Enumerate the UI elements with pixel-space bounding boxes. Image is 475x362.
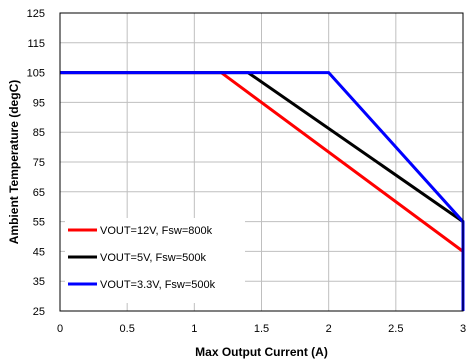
y-tick-labels: 25 35 45 55 65 75 85 95 105 115 125 — [27, 8, 45, 318]
x-tick-label: 0.5 — [120, 323, 135, 335]
y-tick-label: 95 — [33, 97, 45, 109]
x-tick-label: 3 — [460, 323, 466, 335]
legend: VOUT=12V, Fsw=800k VOUT=5V, Fsw=500k VOUT=… — [65, 218, 245, 303]
x-tick-label: 2 — [326, 323, 332, 335]
y-tick-label: 75 — [33, 157, 45, 169]
y-tick-label: 105 — [27, 68, 45, 80]
y-tick-label: 55 — [33, 217, 45, 229]
x-tick-label: 1 — [191, 323, 197, 335]
y-tick-label: 65 — [33, 187, 45, 199]
y-tick-label: 35 — [33, 276, 45, 288]
legend-label-0: VOUT=12V, Fsw=800k — [100, 225, 213, 237]
x-tick-label: 2.5 — [388, 323, 403, 335]
legend-label-2: VOUT=3.3V, Fsw=500k — [100, 279, 216, 291]
x-axis-title: Max Output Current (A) — [195, 345, 328, 359]
plot-border — [59, 12, 464, 312]
y-tick-label: 115 — [27, 38, 45, 50]
y-tick-label: 85 — [33, 127, 45, 139]
x-tick-label: 1.5 — [254, 323, 269, 335]
legend-box — [65, 218, 245, 303]
y-tick-label: 25 — [33, 306, 45, 318]
x-tick-label: 0 — [57, 323, 63, 335]
x-tick-labels: 0 0.5 1 1.5 2 2.5 3 — [57, 323, 466, 335]
y-tick-label: 125 — [27, 8, 45, 20]
y-axis-title: Ambient Temperature (degC) — [7, 80, 21, 244]
y-tick-label: 45 — [33, 246, 45, 258]
legend-label-1: VOUT=5V, Fsw=500k — [100, 252, 206, 264]
